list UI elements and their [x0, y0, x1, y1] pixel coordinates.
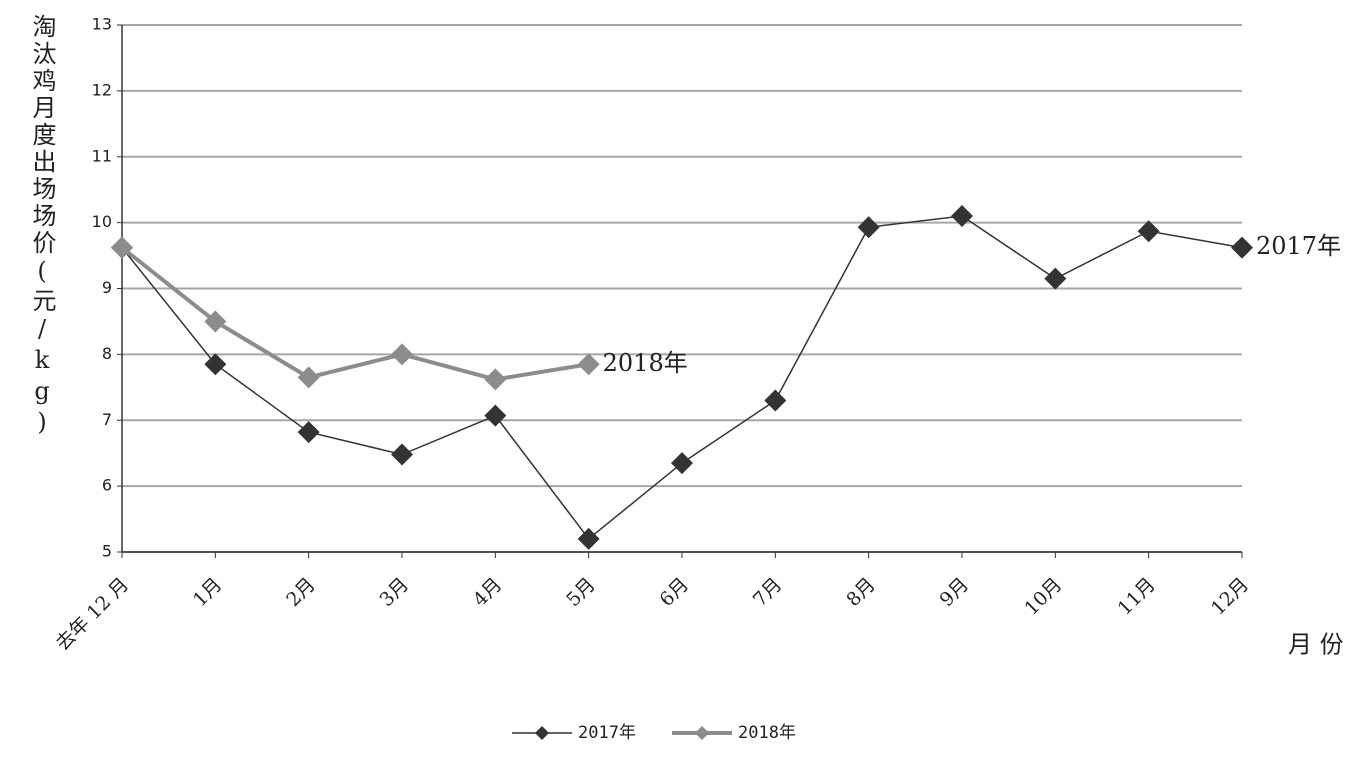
y-tick-label: 8 — [102, 344, 112, 363]
y-tick-label: 10 — [92, 212, 112, 231]
data-point — [951, 205, 973, 228]
x-tick-label: 6月 — [656, 574, 694, 612]
x-tick-label: 去年 12 月 — [52, 574, 134, 656]
data-point — [857, 216, 880, 239]
data-point — [204, 353, 227, 376]
data-point — [111, 236, 133, 259]
legend-marker — [695, 726, 709, 740]
data-point — [671, 452, 693, 475]
y-tick-label: 13 — [92, 15, 112, 34]
y-tick-label: 6 — [102, 476, 112, 495]
x-tick-label: 11月 — [1114, 574, 1160, 620]
legend-label: 2017年 — [578, 723, 636, 743]
y-tick-label: 9 — [102, 278, 112, 297]
legend-marker — [535, 726, 549, 740]
data-point — [297, 366, 320, 389]
data-point — [391, 443, 413, 466]
x-tick-label: 8月 — [842, 574, 880, 612]
data-point — [1137, 220, 1160, 243]
x-axis-label: 月 份 — [1288, 631, 1344, 659]
data-point — [484, 368, 507, 391]
x-tick-label: 7月 — [749, 574, 787, 612]
x-tick-label: 5月 — [562, 574, 600, 612]
series-annotation: 2017年 — [1256, 232, 1341, 260]
x-tick-label: 3月 — [376, 574, 414, 612]
data-point — [204, 310, 227, 333]
x-tick-label: 2月 — [282, 574, 320, 612]
x-tick-label: 4月 — [469, 574, 507, 612]
legend-label: 2018年 — [738, 723, 796, 743]
x-tick-label: 10月 — [1020, 574, 1066, 620]
series-line — [121, 215, 1243, 540]
data-point — [484, 404, 507, 427]
x-tick-label: 1月 — [189, 574, 227, 612]
x-tick-label: 12月 — [1207, 574, 1253, 620]
data-point — [297, 421, 320, 444]
y-axis-label: 淘汰鸡月度出场场价(元/kg) — [28, 14, 56, 439]
y-tick-label: 5 — [102, 542, 112, 561]
data-point — [1231, 236, 1253, 259]
data-point — [1044, 267, 1067, 290]
y-tick-label: 7 — [102, 410, 112, 429]
y-tick-label: 11 — [92, 146, 112, 165]
data-point — [764, 389, 787, 412]
y-tick-label: 12 — [92, 80, 112, 99]
data-point — [577, 353, 600, 376]
x-tick-label: 9月 — [936, 574, 974, 612]
series-annotation: 2018年 — [603, 349, 688, 377]
data-point — [391, 343, 413, 366]
data-point — [577, 527, 600, 550]
series-line — [120, 246, 589, 382]
